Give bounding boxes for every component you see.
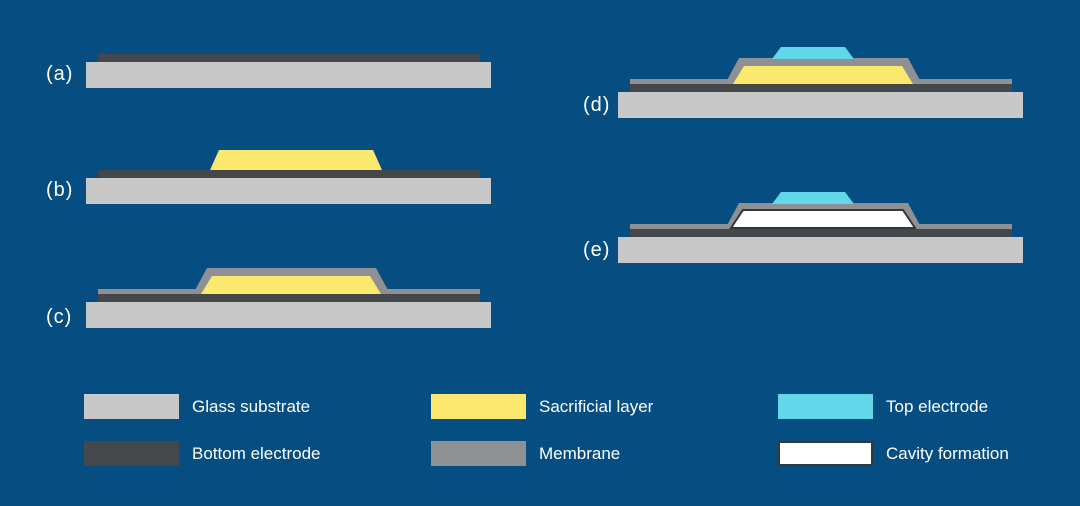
glass-substrate-layer [86,178,491,204]
step-c-label: (c) [46,306,73,328]
glass-substrate-layer [618,237,1023,263]
step-d-diagram [618,47,1023,118]
bottom-electrode-layer [98,170,480,178]
legend-label-glass-substrate: Glass substrate [192,396,311,416]
glass-substrate-layer [618,92,1023,118]
membrane-swatch [431,441,526,466]
glass-substrate-layer [86,302,491,328]
top-electrode-layer [772,192,854,204]
legend-label-sacrificial-layer: Sacrificial layer [539,396,654,416]
top-electrode-layer [772,47,854,59]
bottom-electrode-swatch [84,441,179,466]
bottom-electrode-layer [630,229,1012,237]
cavity-region [729,209,917,229]
sacrificial-layer-swatch [431,394,526,419]
cavity-formation-swatch [778,441,873,466]
step-d-label: (d) [583,94,611,116]
bottom-electrode-layer [98,54,480,62]
legend-label-top-electrode: Top electrode [886,396,989,416]
bottom-electrode-layer [98,294,480,302]
legend-label-membrane: Membrane [539,443,621,463]
step-b-label: (b) [46,179,74,201]
legend-item-top-electrode: Top electrode [778,394,988,419]
top-electrode-swatch [778,394,873,419]
legend-item-cavity-formation: Cavity formation [778,441,1009,466]
legend-item-bottom-electrode: Bottom electrode [84,441,321,466]
legend-label-bottom-electrode: Bottom electrode [192,443,321,463]
legend-item-membrane: Membrane [431,441,620,466]
legend-label-cavity-formation: Cavity formation [886,443,1009,463]
sacrificial-layer [733,66,913,84]
step-a-label: (a) [46,63,74,85]
step-e-diagram [618,192,1023,263]
step-b-diagram [86,150,491,204]
legend-item-sacrificial-layer: Sacrificial layer [431,394,653,419]
step-e-label: (e) [583,239,611,261]
legend-item-glass-substrate: Glass substrate [84,394,310,419]
glass-substrate-layer [86,62,491,88]
sacrificial-layer [201,276,381,294]
step-a-diagram [86,54,491,88]
step-c-diagram [86,268,491,328]
glass-substrate-swatch [84,394,179,419]
bottom-electrode-layer [630,84,1012,92]
sacrificial-layer [210,150,382,170]
